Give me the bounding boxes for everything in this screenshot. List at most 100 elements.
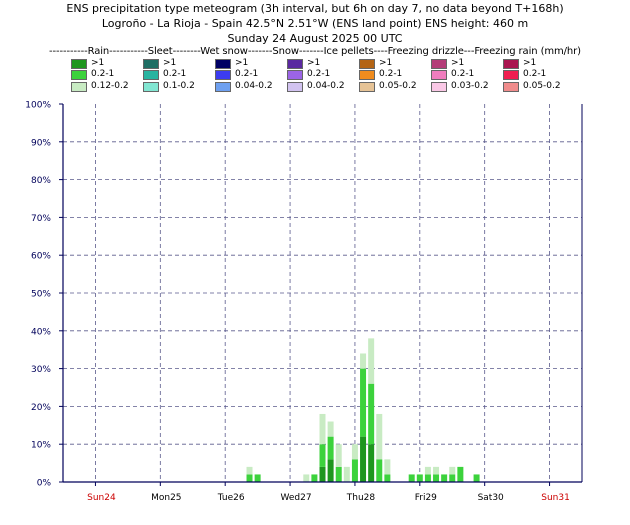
legend-label: >1 <box>307 58 321 68</box>
legend-label: >1 <box>235 58 249 68</box>
legend-label: >1 <box>379 58 393 68</box>
legend-swatch <box>215 59 231 69</box>
legend-label: >1 <box>451 58 465 68</box>
bar-segment-light <box>303 474 310 482</box>
legend-swatch <box>359 70 375 80</box>
legend-swatch <box>215 82 231 92</box>
bar-segment-moderate <box>384 474 391 482</box>
legend-swatch <box>431 70 447 80</box>
y-tick-label: 20% <box>31 403 51 413</box>
legend-label: 0.2-1 <box>163 69 187 79</box>
y-tick-label: 100% <box>25 101 51 111</box>
bar-segment-moderate <box>351 459 358 482</box>
legend-label: 0.03-0.2 <box>451 81 489 91</box>
legend-swatch <box>431 59 447 69</box>
bar-segment-moderate <box>319 444 326 467</box>
legend-swatch <box>359 82 375 92</box>
bar-segment-moderate <box>473 474 480 482</box>
legend-swatch <box>215 70 231 80</box>
bar-segment-light <box>343 466 350 482</box>
legend-swatch <box>503 70 519 80</box>
x-day-label: Sat30 <box>478 493 504 503</box>
bar-segment-heavy <box>360 436 367 482</box>
legend-label: 0.05-0.2 <box>523 81 561 91</box>
bar-segment-moderate <box>416 474 423 482</box>
x-day-label: Mon25 <box>151 493 181 503</box>
bar-segment-light <box>368 338 375 384</box>
legend-swatch <box>71 59 87 69</box>
x-day-label: Wed27 <box>281 493 312 503</box>
legend-label: 0.05-0.2 <box>379 81 417 91</box>
bar-segment-moderate <box>376 459 383 482</box>
y-tick-label: 10% <box>31 441 51 451</box>
legend-label: 0.1-0.2 <box>163 81 195 91</box>
y-tick-label: 70% <box>31 214 51 224</box>
legend-swatch <box>143 82 159 92</box>
bar-segment-moderate <box>408 474 415 482</box>
y-tick-label: 60% <box>31 252 51 262</box>
bar-segment-moderate <box>311 474 318 482</box>
bar-segment-light <box>319 413 326 445</box>
run-date-subtitle: Sunday 24 August 2025 00 UTC <box>227 32 403 45</box>
bar-segment-moderate <box>327 436 334 460</box>
legend-label: >1 <box>523 58 537 68</box>
legend-swatch <box>143 59 159 69</box>
bar-segment-light <box>433 466 440 475</box>
x-day-label: Fri29 <box>415 493 437 503</box>
bar-segment-light <box>360 353 367 369</box>
bar-segment-light <box>351 444 358 460</box>
bar-segment-heavy <box>368 444 375 482</box>
bar-segment-moderate <box>246 474 253 482</box>
legend-label: 0.12-0.2 <box>91 81 129 91</box>
legend-label: 0.2-1 <box>523 69 547 79</box>
bar-segment-heavy <box>319 466 326 482</box>
legend-swatch <box>431 82 447 92</box>
legend-swatch <box>143 70 159 80</box>
legend-header: -----------Rain-----------Sleet--------W… <box>49 46 581 57</box>
legend-swatch <box>71 82 87 92</box>
legend-swatch <box>503 82 519 92</box>
bar-segment-moderate <box>335 466 342 482</box>
bar-segment-light <box>335 444 342 467</box>
legend-label: 0.2-1 <box>91 69 115 79</box>
legend-label: >1 <box>91 58 105 68</box>
legend-label: 0.2-1 <box>379 69 403 79</box>
bar-segment-light <box>376 413 383 460</box>
y-tick-label: 30% <box>31 365 51 375</box>
bar-segment-light <box>384 459 391 475</box>
bar-segment-light <box>327 421 334 437</box>
location-subtitle: Logroño - La Rioja - Spain 42.5°N 2.51°W… <box>101 17 529 30</box>
bar-segment-moderate <box>360 368 367 437</box>
bar-segment-moderate <box>424 474 431 482</box>
y-tick-label: 50% <box>31 290 51 300</box>
legend-label: 0.2-1 <box>307 69 331 79</box>
y-tick-label: 90% <box>31 138 51 148</box>
bar-segment-moderate <box>254 474 261 482</box>
legend-label: >1 <box>163 58 177 68</box>
x-day-label: Tue26 <box>217 493 245 503</box>
legend-swatch <box>71 70 87 80</box>
x-day-label: Sun24 <box>87 493 116 503</box>
bar-segment-light <box>449 466 456 475</box>
bar-segment-light <box>246 466 253 475</box>
legend-label: 0.2-1 <box>235 69 259 79</box>
bar-segment-moderate <box>433 474 440 482</box>
legend-swatch <box>503 59 519 69</box>
y-tick-label: 80% <box>31 176 51 186</box>
y-tick-label: 40% <box>31 327 51 337</box>
x-day-label: Thu28 <box>346 493 376 503</box>
bar-segment-moderate <box>457 466 464 482</box>
bar-segment-heavy <box>327 459 334 482</box>
bar-segment-moderate <box>368 383 375 445</box>
x-day-label: Sun31 <box>541 493 570 503</box>
bar-segment-moderate <box>441 474 448 482</box>
legend-swatch <box>287 59 303 69</box>
bar-segment-light <box>424 466 431 475</box>
legend-label: 0.2-1 <box>451 69 475 79</box>
legend-swatch <box>359 59 375 69</box>
legend-swatch <box>287 70 303 80</box>
bar-segment-moderate <box>449 474 456 482</box>
legend-label: 0.04-0.2 <box>307 81 345 91</box>
chart-title: ENS precipitation type meteogram (3h int… <box>66 2 564 15</box>
